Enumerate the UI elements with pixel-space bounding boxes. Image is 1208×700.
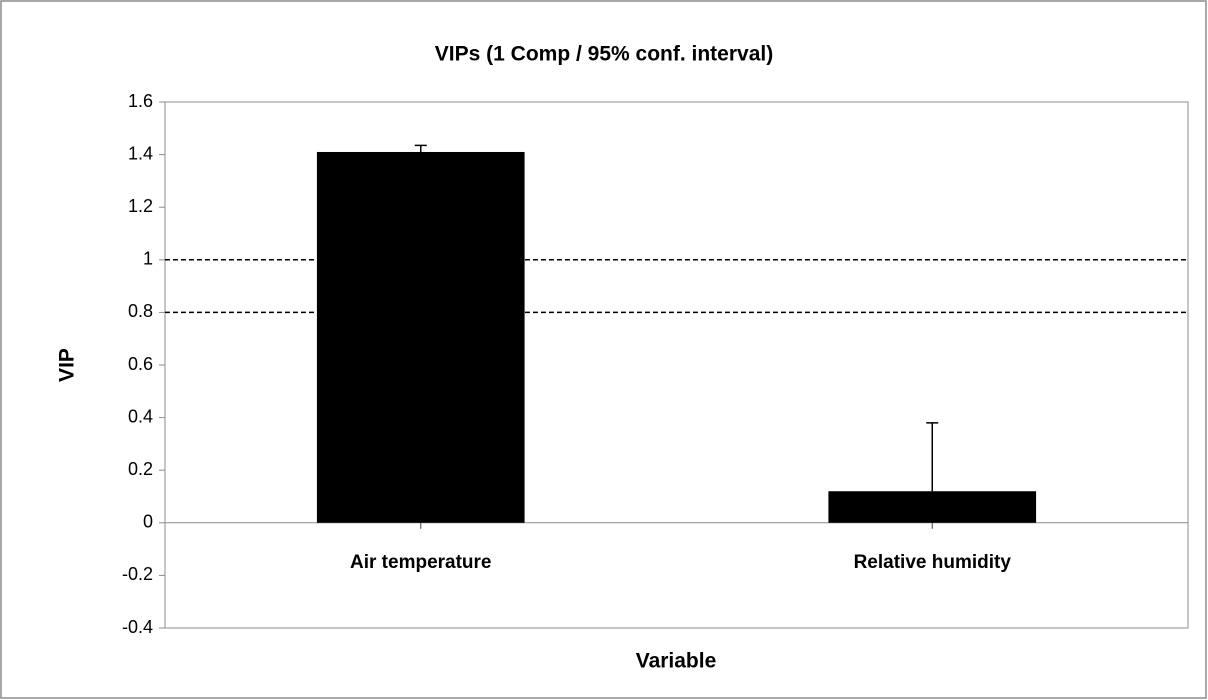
y-tick-label: 0.4 (128, 406, 153, 426)
x-tick-label: Relative humidity (854, 552, 1012, 573)
y-tick-label: 1.4 (128, 143, 153, 163)
chart-title: VIPs (1 Comp / 95% conf. interval) (435, 43, 773, 66)
y-tick-label: 1 (143, 249, 153, 269)
y-tick-label: 0.2 (128, 459, 153, 479)
error-bar (414, 144, 427, 152)
y-tick-label: -0.2 (122, 564, 153, 584)
bar (316, 151, 525, 523)
x-tick-label: Air temperature (350, 552, 492, 573)
y-tick-label: 0.8 (128, 301, 153, 321)
bar (828, 491, 1037, 523)
y-tick-label: 0.6 (128, 354, 153, 374)
y-tick-label: -0.4 (122, 617, 153, 637)
error-bar (926, 422, 939, 492)
y-axis-label: VIP (56, 348, 79, 382)
y-tick-label: 1.6 (128, 91, 153, 111)
y-tick-label: 0 (143, 512, 153, 532)
y-tick-label: 1.2 (128, 196, 153, 216)
x-axis-label: Variable (636, 650, 717, 673)
